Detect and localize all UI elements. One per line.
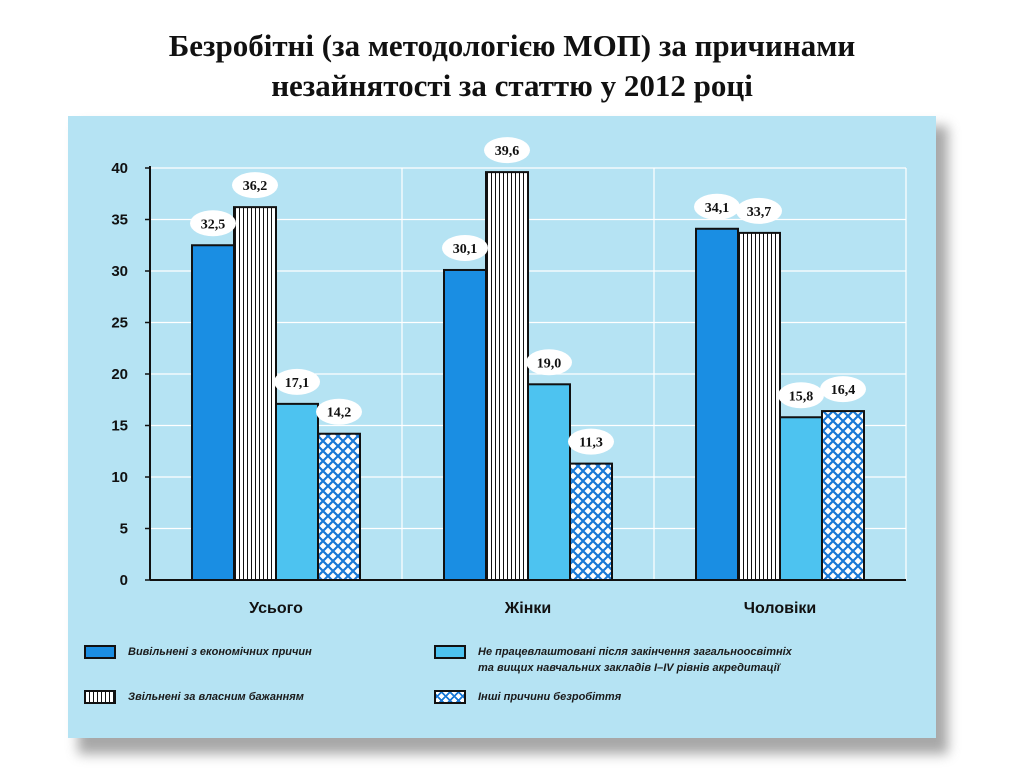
x-category-label: Усього [249, 600, 303, 617]
legend-item-own: Звільнені за власним бажанням [84, 689, 304, 705]
data-label: 33,7 [747, 205, 772, 220]
data-label-bubble [190, 210, 236, 237]
data-labels: 32,5 36,2 17,1 14,2 30,1 39,6 19,0 11,3 34,1 33,7… [190, 137, 866, 455]
y-tick-label: 15 [111, 418, 128, 435]
data-label-bubble [694, 193, 740, 220]
bar [275, 402, 319, 581]
data-label: 39,6 [495, 144, 520, 159]
axes: 0 5 10 15 20 25 30 35 40 Усього Жінки Чоловіки [111, 160, 906, 617]
y-tick-label: 5 [120, 521, 128, 538]
legend-swatch-own [84, 690, 116, 704]
legend-label-own: Звільнені за власним бажанням [128, 691, 304, 703]
legend-swatch-econ [84, 645, 116, 659]
legend-item-econ: Вивільнені з економічних причин [84, 644, 312, 660]
slide-title: Безробітні (за методологією МОП) за прич… [0, 26, 1024, 106]
y-tick-label: 0 [120, 572, 128, 589]
data-label: 15,8 [789, 389, 814, 404]
legend-item-graduates: Не працевлаштовані після закінчення зага… [434, 644, 792, 676]
bar [569, 462, 613, 581]
legend-label-other: Інші причини безробіття [478, 691, 622, 703]
bars [191, 171, 865, 582]
chart-panel: 0 5 10 15 20 25 30 35 40 Усього Жінки Чоловіки 32,5… [68, 116, 936, 738]
title-line-2: незайнятості за статтю у 2012 році [271, 68, 753, 103]
bar [191, 244, 235, 581]
bar [779, 416, 823, 582]
bar [527, 383, 571, 581]
title-line-1: Безробітні (за методологією МОП) за прич… [168, 28, 856, 63]
data-label: 32,5 [201, 217, 226, 232]
x-category-label: Чоловіки [744, 600, 816, 617]
data-label-bubble [274, 368, 320, 395]
bar [695, 227, 739, 582]
data-label: 16,4 [831, 383, 856, 398]
y-tick-label: 35 [111, 212, 128, 229]
bar [317, 432, 361, 581]
data-label: 30,1 [453, 242, 478, 257]
data-label-bubble [568, 428, 614, 455]
y-tick-label: 20 [111, 366, 128, 383]
data-label-bubble [232, 172, 278, 199]
y-tick-label: 25 [111, 315, 128, 332]
data-label-bubble [778, 382, 824, 409]
y-tick-label: 10 [111, 469, 128, 486]
data-label: 14,2 [327, 406, 352, 421]
data-label: 11,3 [579, 436, 603, 451]
bar [821, 410, 865, 581]
data-label: 17,1 [285, 376, 310, 391]
legend-item-other: Інші причини безробіття [434, 689, 621, 705]
data-label: 36,2 [243, 179, 268, 194]
x-category-label: Жінки [504, 600, 551, 617]
y-tick-label: 30 [111, 263, 128, 280]
legend-label-graduates-line2: та вищих навчальних закладів І–IV рівнів… [478, 662, 780, 674]
legend-swatch-other [434, 690, 466, 704]
bar [233, 206, 277, 581]
bar [485, 171, 529, 582]
bar [737, 231, 781, 581]
legend-label-graduates: Не працевлаштовані після закінчення зага… [478, 644, 792, 676]
data-label: 34,1 [705, 201, 730, 216]
data-label: 19,0 [537, 356, 562, 371]
legend-label-econ: Вивільнені з економічних причин [128, 646, 312, 658]
bar [443, 268, 487, 581]
y-tick-label: 40 [111, 160, 128, 177]
data-label-bubble [820, 376, 866, 403]
data-label-bubble [484, 137, 530, 164]
legend-swatch-graduates [434, 645, 466, 659]
legend-label-graduates-line1: Не працевлаштовані після закінчення зага… [478, 646, 792, 658]
data-label-bubble [736, 197, 782, 224]
data-label-bubble [526, 349, 572, 376]
bar-chart: 0 5 10 15 20 25 30 35 40 Усього Жінки Чоловіки 32,5… [111, 137, 907, 617]
data-label-bubble [442, 234, 488, 261]
data-label-bubble [316, 398, 362, 425]
